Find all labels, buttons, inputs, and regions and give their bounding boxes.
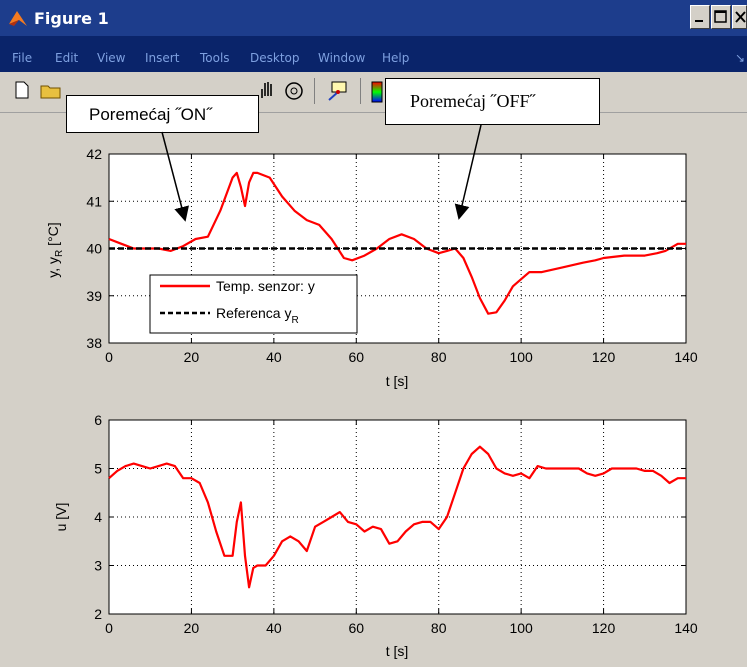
x-tick-label: 100 — [509, 349, 533, 365]
axes-control-grid — [109, 420, 686, 614]
legend-label-sensor: Temp. senzor: y — [216, 278, 315, 294]
menu-bar: File Edit View Insert Tools Desktop Wind… — [0, 36, 747, 72]
toolbar-separator — [314, 78, 315, 104]
pan-hand-icon[interactable] — [258, 80, 276, 106]
legend-label-reference: Referenca yR — [216, 305, 299, 326]
matlab-logo-icon — [8, 8, 28, 33]
x-tick-label: 80 — [431, 349, 447, 365]
x-tick-label: 0 — [105, 620, 113, 636]
legend[interactable]: Temp. senzor: y Referenca yR — [149, 274, 358, 334]
x-tick-label: 80 — [431, 620, 447, 636]
x-tick-label: 0 — [105, 349, 113, 365]
menu-edit[interactable]: Edit — [55, 51, 79, 65]
y-tick-label: 2 — [94, 606, 102, 622]
menu-view[interactable]: View — [97, 51, 126, 65]
menu-insert[interactable]: Insert — [145, 51, 180, 65]
y-tick-label: 40 — [86, 241, 102, 257]
annotation-on-text: Poremećaj ˝ON˝ — [89, 105, 212, 124]
menu-file[interactable]: File — [12, 51, 33, 65]
open-folder-icon[interactable] — [40, 80, 64, 106]
x-tick-label: 120 — [592, 620, 616, 636]
minimize-button[interactable] — [690, 5, 710, 29]
axes-control-ticks: 0 20 40 60 80 100 120 140 2 3 4 5 6 — [94, 412, 698, 636]
x-axis-label-bottom: t [s] — [386, 643, 409, 659]
y-tick-label: 41 — [86, 193, 102, 209]
legend-box — [149, 274, 358, 334]
y-axis-label-bottom: u [V] — [53, 503, 69, 532]
menu-tools[interactable]: Tools — [200, 51, 230, 65]
rotate-3d-icon[interactable] — [283, 80, 305, 108]
toolbar-separator — [360, 78, 361, 104]
axes-temperature[interactable]: 0 20 40 60 80 100 120 140 38 39 40 41 42 t [s] y, yR… — [45, 146, 698, 389]
x-tick-label: 60 — [348, 349, 364, 365]
series-line-control — [108, 445, 686, 589]
annotation-on: Poremećaj ˝ON˝ — [66, 95, 259, 133]
x-tick-label: 140 — [674, 349, 698, 365]
annotation-off-text: Poremećaj ˝OFF˝ — [410, 91, 536, 111]
x-tick-label: 60 — [348, 620, 364, 636]
x-tick-label: 20 — [184, 620, 200, 636]
axes-temperature-lines — [108, 171, 686, 315]
title-bar: Figure 1 — [0, 0, 747, 36]
annotation-off: Poremećaj ˝OFF˝ — [385, 78, 600, 125]
y-tick-label: 6 — [94, 412, 102, 428]
x-tick-label: 40 — [266, 620, 282, 636]
y-tick-label: 42 — [86, 146, 102, 162]
menu-desktop[interactable]: Desktop — [250, 51, 300, 65]
axes-temperature-ticks: 0 20 40 60 80 100 120 140 38 39 40 41 42 — [86, 146, 697, 365]
colorbar-icon[interactable] — [370, 80, 384, 110]
new-file-icon[interactable] — [14, 80, 30, 106]
y-axis-label-top: y, yR [°C] — [45, 222, 65, 277]
x-tick-label: 40 — [266, 349, 282, 365]
annotation-off-arrow — [454, 124, 482, 220]
y-tick-label: 5 — [94, 461, 102, 477]
data-cursor-icon[interactable] — [326, 80, 350, 110]
axes-control[interactable]: 0 20 40 60 80 100 120 140 2 3 4 5 6 t [s] u [V] — [53, 412, 698, 659]
x-tick-label: 140 — [674, 620, 698, 636]
window-title: Figure 1 — [34, 9, 109, 28]
y-tick-label: 38 — [86, 335, 102, 351]
series-line-sensor — [108, 171, 686, 315]
y-tick-label: 4 — [94, 509, 102, 525]
menu-dock-arrow-icon[interactable]: ↘ — [735, 51, 746, 65]
annotation-on-arrow — [161, 131, 189, 222]
menu-window[interactable]: Window — [318, 51, 366, 65]
y-tick-label: 3 — [94, 558, 102, 574]
y-tick-label: 39 — [86, 288, 102, 304]
maximize-button[interactable] — [711, 5, 731, 29]
x-axis-label-top: t [s] — [386, 373, 409, 389]
x-tick-label: 120 — [592, 349, 616, 365]
axes-control-lines — [108, 445, 686, 589]
x-tick-label: 100 — [509, 620, 533, 636]
x-tick-label: 20 — [184, 349, 200, 365]
menu-help[interactable]: Help — [382, 51, 410, 65]
